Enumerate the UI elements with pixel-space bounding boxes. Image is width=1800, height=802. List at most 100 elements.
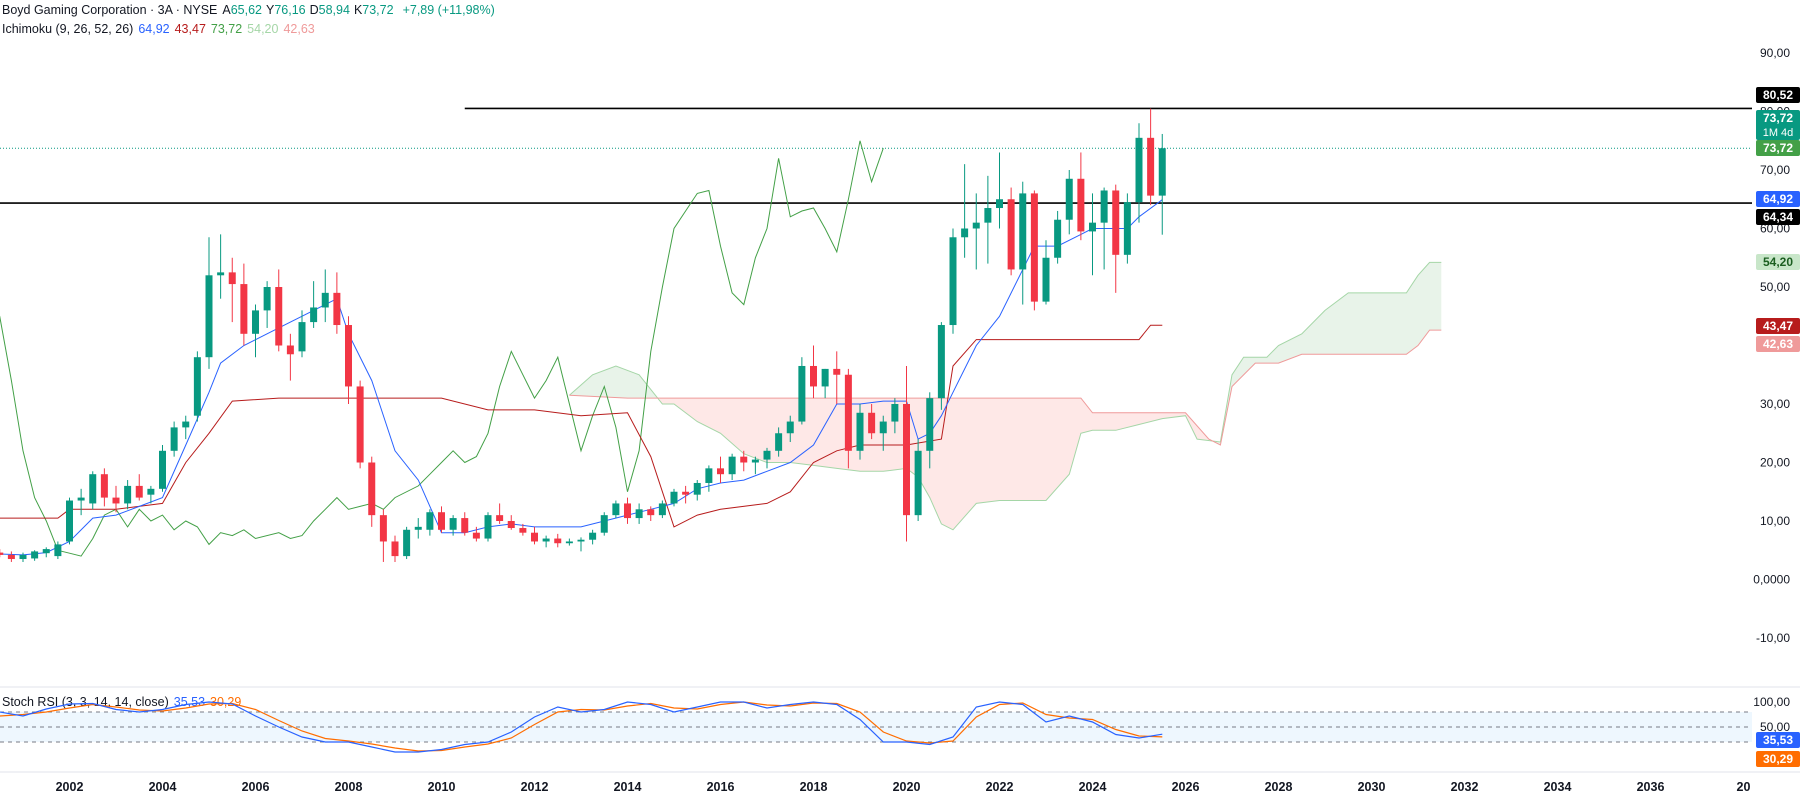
candle xyxy=(624,497,631,524)
candle-body xyxy=(1054,219,1062,258)
chikou-span-line xyxy=(0,140,884,557)
span-b-badge: 42,63 xyxy=(1756,336,1800,352)
price-badge-text: 43,47 xyxy=(1763,319,1793,333)
price-badge-text: 80,52 xyxy=(1763,88,1793,102)
ichimoku-value-1: 43,47 xyxy=(174,22,206,36)
candle xyxy=(1135,123,1143,223)
price-tick-label: 10,00 xyxy=(1760,514,1790,528)
tenkan-sen-line xyxy=(0,199,1163,556)
candle-body xyxy=(833,368,841,375)
candle xyxy=(66,497,73,545)
time-tick-label: 2022 xyxy=(986,780,1014,794)
price-tick-label: 70,00 xyxy=(1760,163,1790,177)
candle xyxy=(798,357,806,425)
time-tick-label: 2024 xyxy=(1079,780,1107,794)
candle-body xyxy=(159,450,166,489)
candle xyxy=(717,456,724,483)
candle-body xyxy=(914,450,922,516)
price-badge-text: 42,63 xyxy=(1763,337,1793,351)
candle xyxy=(1019,181,1027,305)
candle-body xyxy=(1007,199,1015,270)
symbol-legend: Boyd Gaming Corporation · 3A · NYSE A65,6… xyxy=(2,3,500,17)
kijun-sen-line xyxy=(0,324,1163,528)
ohlc-number: 73,72 xyxy=(362,3,394,17)
candle-body xyxy=(193,357,201,416)
candle-body xyxy=(972,222,980,229)
chikou-badge: 73,72 xyxy=(1756,140,1800,156)
candle-body xyxy=(844,374,852,451)
candle xyxy=(321,269,329,323)
time-tick-label: 2032 xyxy=(1451,780,1479,794)
candle xyxy=(844,368,852,469)
candle-body xyxy=(228,272,236,285)
time-tick-label: 2010 xyxy=(428,780,456,794)
price-badge-text: 64,92 xyxy=(1763,192,1793,206)
candle-body xyxy=(135,485,143,498)
price-tick-label: 20,00 xyxy=(1760,456,1790,470)
price-tick-label: 50,00 xyxy=(1760,280,1790,294)
candle xyxy=(461,512,469,536)
symbol-title[interactable]: Boyd Gaming Corporation · 3A · NYSE xyxy=(2,3,218,17)
candle-body xyxy=(775,433,783,451)
candle xyxy=(159,444,166,492)
candle-body xyxy=(949,237,957,326)
stoch-rsi-label[interactable]: Stoch RSI (3, 3, 14, 14, close) xyxy=(2,695,169,709)
time-tick-label: 2034 xyxy=(1544,780,1572,794)
candle xyxy=(472,526,480,542)
price-badge-bg xyxy=(1756,336,1800,352)
candle xyxy=(682,485,690,504)
ohlc-number: 76,16 xyxy=(274,3,306,17)
candle xyxy=(124,480,132,510)
candle-body xyxy=(682,491,690,495)
candle xyxy=(379,509,387,562)
tenkan-badge: 64,92 xyxy=(1756,191,1800,207)
candle xyxy=(856,404,864,460)
candle-body xyxy=(635,509,643,519)
time-tick-label: 2008 xyxy=(335,780,363,794)
ohlc-values: A65,62 Y76,16 D58,94 K73,72 xyxy=(222,3,397,17)
ohlc-number: 65,62 xyxy=(230,3,262,17)
candle xyxy=(891,398,899,434)
price-badge-bg xyxy=(1756,87,1800,103)
candle xyxy=(484,512,492,542)
candle xyxy=(786,415,794,443)
candle xyxy=(438,506,445,533)
candle xyxy=(217,234,225,299)
stoch-rsi-legend: Stoch RSI (3, 3, 14, 14, close) 35,53 30,2… xyxy=(2,695,246,709)
candle xyxy=(763,447,771,469)
candle xyxy=(147,485,155,504)
candle xyxy=(635,503,643,524)
candle-body xyxy=(879,421,887,434)
candle-body xyxy=(449,518,457,530)
candle-body xyxy=(554,538,562,544)
candle-body xyxy=(961,228,969,238)
candles xyxy=(0,108,1166,562)
candle xyxy=(228,257,236,323)
candle xyxy=(519,523,527,536)
candle xyxy=(984,175,992,264)
candle-body xyxy=(124,485,132,504)
candle xyxy=(577,537,585,552)
candle xyxy=(7,551,15,562)
price-badge-bg xyxy=(1756,191,1800,207)
candle-body xyxy=(1042,257,1050,302)
candle xyxy=(54,541,62,560)
kijun-badge: 43,47 xyxy=(1756,318,1800,334)
stoch-badge-bg xyxy=(1756,732,1800,748)
stoch-rsi-tick-label: 100,00 xyxy=(1753,695,1790,709)
change-value: +7,89 (+11,98%) xyxy=(402,3,495,17)
stoch-k-value: 35,53 xyxy=(173,695,206,709)
candle-body xyxy=(414,526,422,530)
time-tick-label: 2014 xyxy=(614,780,642,794)
candle xyxy=(89,471,97,510)
candle-body xyxy=(1030,193,1038,302)
ichimoku-label[interactable]: Ichimoku (9, 26, 52, 26) xyxy=(2,22,134,36)
candle-body xyxy=(798,365,806,422)
candle xyxy=(449,515,457,536)
candle xyxy=(926,392,934,469)
candle xyxy=(810,345,817,399)
candle-body xyxy=(810,365,817,387)
candle-body xyxy=(321,292,329,308)
price-tick-label: 90,00 xyxy=(1760,46,1790,60)
